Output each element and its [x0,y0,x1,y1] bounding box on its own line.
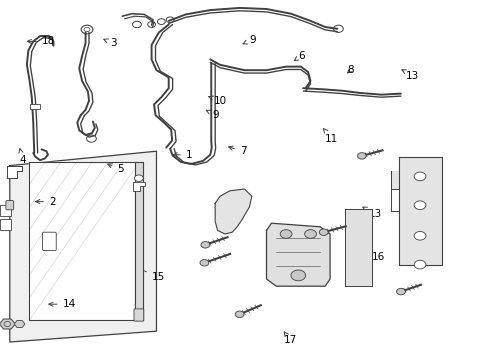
Circle shape [235,311,244,318]
Text: 9: 9 [243,35,256,45]
Polygon shape [7,166,21,178]
Circle shape [413,260,425,269]
Text: 13: 13 [362,207,382,219]
Text: 15: 15 [138,268,164,282]
Text: 4: 4 [19,149,26,165]
Polygon shape [29,162,139,320]
FancyBboxPatch shape [0,205,11,216]
Text: 13: 13 [401,69,418,81]
Circle shape [413,201,425,210]
Text: 5: 5 [107,164,124,174]
Text: 7: 7 [228,146,246,156]
Circle shape [413,172,425,181]
Text: 1: 1 [173,150,192,160]
FancyBboxPatch shape [30,104,40,109]
Circle shape [280,230,291,238]
FancyBboxPatch shape [6,201,14,210]
Circle shape [304,230,316,238]
Text: 2: 2 [36,197,56,207]
Polygon shape [266,223,329,286]
Text: 10: 10 [208,96,227,106]
Text: 12: 12 [416,199,438,210]
Polygon shape [390,171,398,189]
Polygon shape [135,162,142,320]
FancyBboxPatch shape [0,219,11,230]
FancyBboxPatch shape [42,232,56,251]
Circle shape [134,175,143,181]
Circle shape [396,288,405,295]
Polygon shape [133,182,145,191]
Text: 17: 17 [283,332,296,345]
Text: 11: 11 [323,129,338,144]
Text: 18: 18 [27,36,55,46]
Text: 16: 16 [355,249,384,262]
Circle shape [357,153,366,159]
Text: 3: 3 [103,38,117,48]
Circle shape [319,229,327,235]
Polygon shape [398,157,441,265]
Polygon shape [10,151,156,342]
Text: 9: 9 [206,110,219,120]
FancyBboxPatch shape [134,309,143,321]
Circle shape [200,260,208,266]
Text: 8: 8 [346,65,353,75]
Circle shape [201,242,209,248]
Text: 14: 14 [49,299,76,309]
Circle shape [413,231,425,240]
Circle shape [290,270,305,281]
Polygon shape [344,209,371,286]
Polygon shape [215,189,251,234]
Text: 6: 6 [294,51,305,61]
